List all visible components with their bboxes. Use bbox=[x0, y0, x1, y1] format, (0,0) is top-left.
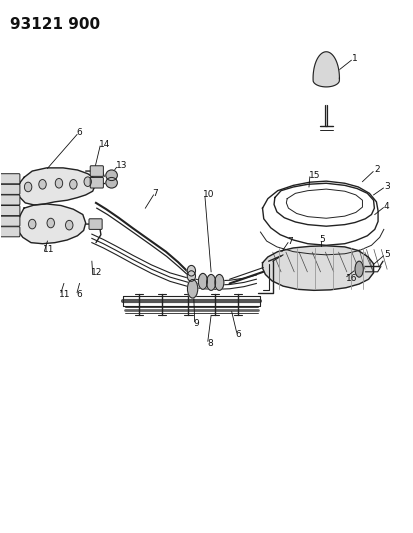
Text: 6: 6 bbox=[235, 330, 241, 339]
Ellipse shape bbox=[106, 177, 117, 188]
Circle shape bbox=[187, 271, 195, 281]
Text: 12: 12 bbox=[91, 268, 102, 277]
Text: 15: 15 bbox=[308, 171, 320, 180]
FancyBboxPatch shape bbox=[0, 227, 20, 237]
Text: 7: 7 bbox=[152, 189, 158, 198]
Text: 5: 5 bbox=[383, 251, 389, 260]
Text: 11: 11 bbox=[43, 245, 54, 254]
Text: 93121 900: 93121 900 bbox=[9, 17, 100, 33]
FancyBboxPatch shape bbox=[0, 184, 20, 195]
FancyBboxPatch shape bbox=[90, 166, 103, 176]
Text: 14: 14 bbox=[99, 140, 110, 149]
FancyBboxPatch shape bbox=[90, 177, 103, 188]
Circle shape bbox=[55, 179, 62, 188]
Text: 11: 11 bbox=[59, 289, 70, 298]
Polygon shape bbox=[325, 105, 326, 126]
Circle shape bbox=[69, 180, 77, 189]
Text: 7: 7 bbox=[287, 237, 292, 246]
Text: 8: 8 bbox=[206, 339, 212, 348]
Text: 5: 5 bbox=[318, 236, 324, 245]
FancyBboxPatch shape bbox=[0, 216, 20, 226]
Ellipse shape bbox=[214, 274, 223, 290]
Circle shape bbox=[39, 180, 46, 189]
Polygon shape bbox=[18, 168, 95, 205]
Circle shape bbox=[84, 177, 91, 187]
Circle shape bbox=[47, 218, 54, 228]
Ellipse shape bbox=[206, 274, 215, 290]
Text: 6: 6 bbox=[76, 128, 82, 138]
Text: 16: 16 bbox=[345, 273, 357, 282]
FancyBboxPatch shape bbox=[0, 174, 20, 184]
FancyBboxPatch shape bbox=[89, 219, 102, 229]
Polygon shape bbox=[262, 246, 373, 290]
Text: 10: 10 bbox=[202, 190, 214, 199]
Ellipse shape bbox=[106, 170, 117, 181]
Ellipse shape bbox=[187, 279, 197, 298]
Text: 4: 4 bbox=[383, 202, 389, 211]
Text: 6: 6 bbox=[76, 289, 82, 298]
Circle shape bbox=[24, 182, 32, 192]
Ellipse shape bbox=[198, 273, 207, 289]
Circle shape bbox=[65, 220, 73, 230]
Text: 1: 1 bbox=[351, 54, 357, 63]
Polygon shape bbox=[18, 204, 85, 244]
FancyBboxPatch shape bbox=[0, 206, 20, 216]
Text: 13: 13 bbox=[115, 161, 127, 170]
Ellipse shape bbox=[354, 261, 362, 277]
FancyBboxPatch shape bbox=[0, 195, 20, 205]
Text: 2: 2 bbox=[373, 166, 379, 174]
Text: 3: 3 bbox=[383, 182, 389, 191]
Circle shape bbox=[28, 219, 36, 229]
Circle shape bbox=[187, 265, 195, 276]
Text: 9: 9 bbox=[193, 319, 199, 328]
Polygon shape bbox=[312, 52, 339, 87]
